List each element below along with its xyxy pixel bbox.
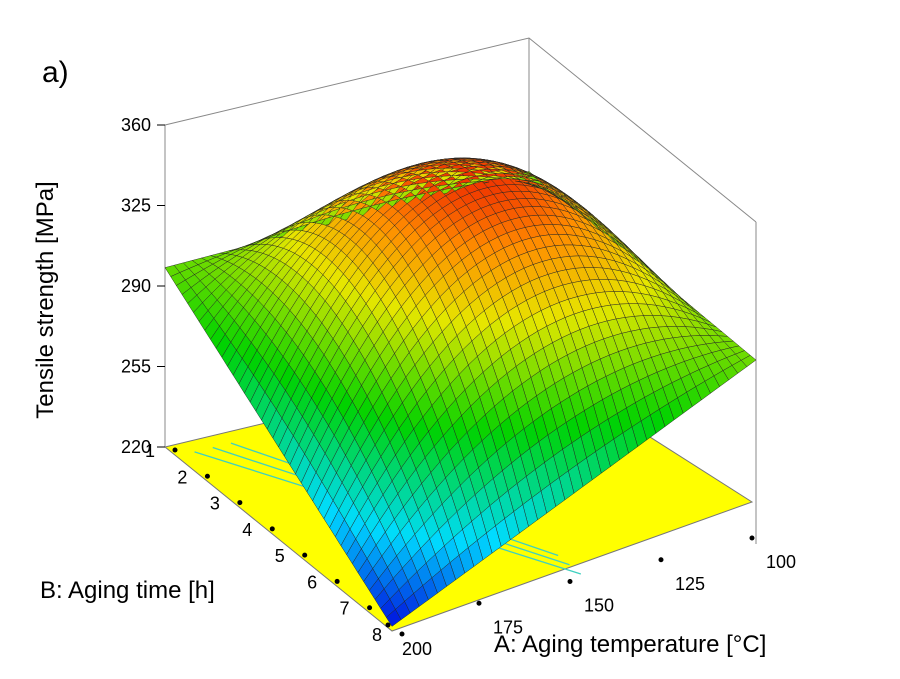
panel-label: a) (42, 56, 69, 89)
z-axis-title: Tensile strength [MPa] (32, 181, 59, 418)
axis-ticks: 220 255 290 325 360 1 2 3 4 5 6 7 8 100 125 150 175 200 (121, 115, 796, 659)
z-tick-label: 290 (121, 276, 151, 296)
y-tick-label: 7 (340, 599, 350, 619)
y-tick-label: 3 (210, 494, 220, 514)
y-axis-title: B: Aging time [h] (40, 577, 215, 604)
x-tick-label: 200 (402, 639, 432, 659)
y-tick-label: 1 (145, 441, 155, 461)
x-tick-mark (658, 557, 664, 563)
x-tick-mark (567, 579, 573, 584)
z-tick-label: 360 (121, 115, 151, 135)
y-tick-mark (399, 631, 405, 637)
y-tick-label: 8 (372, 625, 382, 645)
z-tick-label: 325 (121, 196, 151, 216)
z-tick-label: 255 (121, 357, 151, 377)
x-tick-label: 150 (584, 596, 614, 616)
x-axis-title: A: Aging temperature [°C] (494, 631, 766, 658)
x-tick-mark (385, 622, 391, 628)
x-tick-mark (476, 600, 482, 606)
box-edge (164, 37, 757, 223)
x-tick-label: 125 (675, 574, 705, 594)
response-surface (164, 157, 757, 627)
z-tick-label: 220 (121, 437, 151, 457)
surface-cell (386, 609, 402, 627)
y-tick-label: 5 (275, 546, 285, 566)
y-tick-mark (334, 578, 340, 584)
y-tick-mark (302, 552, 308, 558)
y-tick-mark (367, 605, 373, 611)
x-tick-mark (749, 535, 755, 541)
x-tick-label: 100 (766, 552, 796, 572)
x-tick-label: 175 (493, 617, 523, 637)
y-tick-label: 6 (307, 572, 317, 592)
y-tick-label: 4 (242, 520, 252, 540)
y-tick-mark (204, 473, 210, 479)
y-tick-label: 2 (177, 467, 187, 487)
y-tick-mark (237, 500, 243, 506)
y-tick-mark (269, 526, 275, 532)
y-tick-mark (172, 447, 178, 453)
